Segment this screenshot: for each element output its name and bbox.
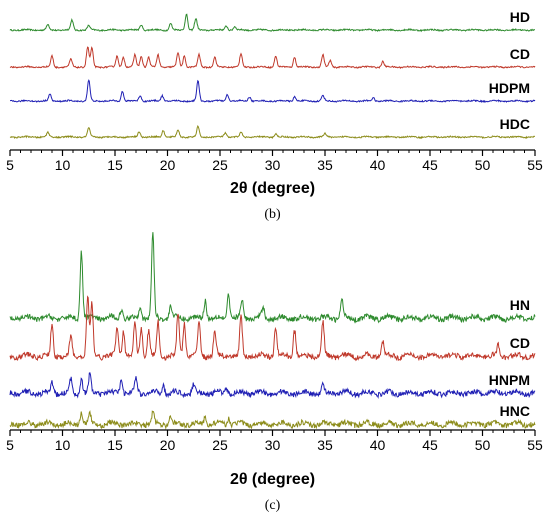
series-label-hdpm: HDPM — [489, 80, 530, 96]
x-tick-label: 15 — [107, 437, 123, 453]
series-cd-group: CD — [9, 295, 536, 362]
x-axis-label: 2θ (degree) — [230, 180, 315, 197]
series-label-hnc: HNC — [500, 403, 530, 419]
x-tick-label: 40 — [370, 437, 386, 453]
series-line-cd — [9, 46, 536, 70]
x-tick-label: 10 — [55, 157, 71, 173]
panel-label: (c) — [265, 498, 281, 513]
series-label-hdc: HDC — [500, 116, 530, 132]
x-tick-label: 45 — [422, 437, 438, 453]
x-tick-label: 50 — [475, 157, 491, 173]
x-axis-label: 2θ (degree) — [230, 471, 315, 488]
x-tick-label: 55 — [527, 437, 543, 453]
x-tick-label: 20 — [160, 437, 176, 453]
series-line-hd — [9, 13, 535, 33]
x-tick-label: 5 — [6, 437, 14, 453]
series-hdpm-group: HDPM — [10, 79, 536, 104]
x-tick-label: 45 — [422, 157, 438, 173]
chart-panel-1: HN CD HNPM HNC 5 10 15 20 25 30 35 40 45 50 55 2θ (degr… — [6, 232, 543, 513]
series-hd-group: HD — [9, 9, 535, 33]
series-hnc-group: HNC — [9, 403, 536, 430]
x-tick-label: 25 — [212, 437, 228, 453]
series-cd-group: CD — [9, 46, 536, 70]
series-hdc-group: HDC — [9, 116, 536, 140]
x-tick-label: 35 — [317, 437, 333, 453]
series-line-hnpm — [9, 372, 536, 399]
series-label-hn: HN — [510, 297, 530, 313]
x-tick-label: 20 — [160, 157, 176, 173]
series-label-cd: CD — [510, 46, 530, 62]
series-line-hn — [9, 232, 536, 324]
series-label-hnpm: HNPM — [489, 372, 530, 388]
series-line-cd — [9, 295, 536, 362]
x-tick-label: 5 — [6, 157, 14, 173]
series-line-hnc — [9, 410, 536, 430]
series-label-hd: HD — [510, 9, 530, 25]
x-tick-label: 40 — [370, 157, 386, 173]
x-tick-label: 25 — [212, 157, 228, 173]
x-tick-label: 50 — [475, 437, 491, 453]
series-label-cd: CD — [510, 335, 530, 351]
chart-panel-0: HD CD HDPM HDC 5 10 15 20 25 30 35 40 45 50 55 2θ (degr… — [6, 9, 543, 222]
x-tick-label: 35 — [317, 157, 333, 173]
panel-label: (b) — [264, 207, 281, 222]
series-line-hdc — [9, 125, 536, 140]
series-line-hdpm — [10, 79, 536, 104]
series-hnpm-group: HNPM — [9, 372, 536, 399]
x-tick-label: 30 — [265, 157, 281, 173]
x-tick-label: 55 — [527, 157, 543, 173]
series-hn-group: HN — [9, 232, 536, 324]
x-tick-label: 30 — [265, 437, 281, 453]
x-tick-label: 10 — [55, 437, 71, 453]
x-tick-label: 15 — [107, 157, 123, 173]
